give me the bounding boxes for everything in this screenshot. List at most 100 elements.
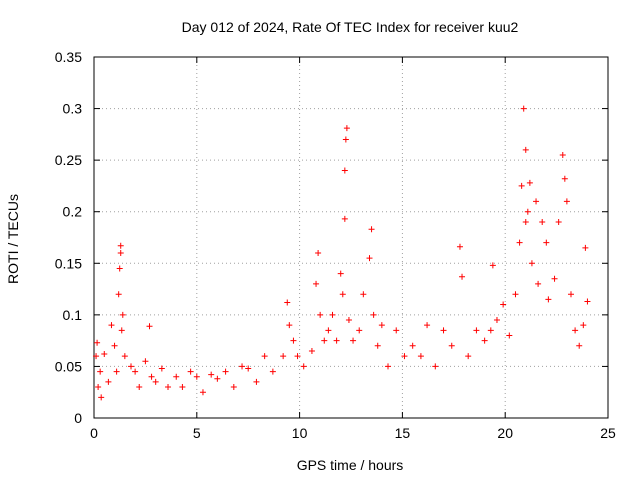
data-point	[432, 363, 439, 370]
data-point	[146, 323, 153, 330]
y-tick-label: 0.3	[63, 101, 83, 117]
data-point	[199, 389, 206, 396]
data-point	[440, 327, 447, 334]
data-point	[105, 378, 112, 385]
data-point	[555, 219, 562, 226]
data-point	[93, 353, 100, 360]
data-point	[101, 351, 108, 358]
data-point	[148, 373, 155, 380]
data-point	[98, 394, 105, 401]
data-point	[308, 347, 315, 354]
x-tick-label: 20	[497, 425, 513, 441]
data-point	[522, 219, 529, 226]
x-tick-label: 5	[193, 425, 201, 441]
data-point	[366, 255, 373, 262]
data-point	[95, 384, 102, 391]
data-point	[448, 342, 455, 349]
data-point	[280, 353, 287, 360]
data-point	[294, 353, 301, 360]
data-point	[539, 219, 546, 226]
data-point	[111, 342, 118, 349]
data-point	[360, 291, 367, 298]
data-point	[113, 368, 120, 375]
data-point	[116, 265, 123, 272]
data-point	[545, 296, 552, 303]
data-point	[374, 342, 381, 349]
data-point	[339, 291, 346, 298]
data-point	[580, 322, 587, 329]
data-point	[582, 244, 589, 251]
data-point	[97, 368, 104, 375]
data-point	[214, 375, 221, 382]
data-point	[567, 291, 574, 298]
data-point	[208, 371, 215, 378]
data-point	[368, 226, 375, 233]
y-tick-label: 0.05	[55, 358, 82, 374]
data-point	[543, 239, 550, 246]
data-point	[459, 273, 466, 280]
data-point	[132, 368, 139, 375]
data-point	[253, 378, 260, 385]
data-point	[179, 384, 186, 391]
data-point	[94, 339, 101, 346]
data-point	[118, 327, 125, 334]
data-points	[93, 105, 591, 401]
data-point	[493, 317, 500, 324]
data-point	[524, 208, 531, 215]
data-point	[325, 327, 332, 334]
data-point	[152, 378, 159, 385]
data-point	[465, 353, 472, 360]
data-point	[528, 260, 535, 267]
data-point	[535, 280, 542, 287]
data-point	[533, 198, 540, 205]
data-point	[576, 342, 583, 349]
data-point	[500, 301, 507, 308]
data-point	[356, 327, 363, 334]
data-point	[481, 337, 488, 344]
data-point	[321, 337, 328, 344]
y-tick-label: 0.1	[63, 307, 83, 323]
data-point	[561, 175, 568, 182]
data-point	[559, 151, 566, 158]
x-tick-label: 0	[90, 425, 98, 441]
data-point	[345, 317, 352, 324]
data-point	[315, 249, 322, 256]
data-point	[350, 337, 357, 344]
data-point	[417, 353, 424, 360]
data-point	[572, 327, 579, 334]
data-point	[121, 353, 128, 360]
data-point	[393, 327, 400, 334]
data-point	[117, 242, 124, 249]
data-point	[456, 243, 463, 250]
data-point	[518, 182, 525, 189]
y-tick-label: 0	[74, 410, 82, 426]
data-point	[313, 280, 320, 287]
data-point	[506, 332, 513, 339]
x-tick-label: 25	[600, 425, 616, 441]
data-point	[269, 368, 276, 375]
data-point	[119, 311, 126, 318]
data-point	[551, 275, 558, 282]
grid-lines	[94, 57, 608, 418]
data-point	[286, 322, 293, 329]
data-point	[370, 311, 377, 318]
data-point	[261, 353, 268, 360]
data-point	[487, 327, 494, 334]
data-point	[333, 337, 340, 344]
data-point	[284, 299, 291, 306]
data-point	[378, 322, 385, 329]
data-point	[300, 363, 307, 370]
data-point	[489, 262, 496, 269]
data-point	[117, 249, 124, 256]
x-tick-label: 15	[395, 425, 411, 441]
y-axis-label: ROTI / TECUs	[5, 194, 21, 284]
data-point	[317, 311, 324, 318]
x-axis-label: GPS time / hours	[297, 457, 404, 473]
y-tick-label: 0.15	[55, 255, 82, 271]
data-point	[193, 373, 200, 380]
data-point	[222, 368, 229, 375]
data-point	[239, 363, 246, 370]
data-point	[142, 358, 149, 365]
data-point	[245, 365, 252, 372]
data-point	[158, 365, 165, 372]
